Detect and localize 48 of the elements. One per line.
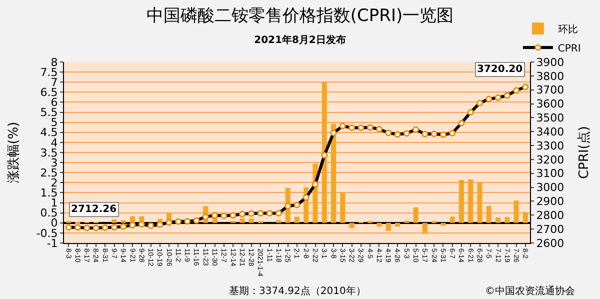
legend-label: CPRI bbox=[558, 43, 581, 54]
y2-tick-label: 2900 bbox=[536, 195, 564, 208]
y2-tick-label: 2800 bbox=[536, 209, 564, 222]
bar bbox=[276, 220, 282, 223]
chart-title: 中国磷酸二铵零售价格指数(CPRI)一览图 bbox=[146, 6, 454, 26]
y2-tick-label: 3200 bbox=[536, 153, 564, 166]
bar bbox=[514, 200, 519, 223]
y2-tick-label: 3100 bbox=[536, 167, 564, 180]
annotation: 2712.26 bbox=[71, 204, 117, 215]
bar bbox=[120, 220, 126, 223]
y2-tick-label: 3800 bbox=[536, 70, 564, 83]
bar bbox=[322, 82, 327, 223]
bar bbox=[340, 192, 346, 223]
y2-tick-label: 3500 bbox=[536, 112, 564, 125]
y2-tick-label: 2700 bbox=[536, 222, 564, 236]
y2-tick-label: 3000 bbox=[536, 181, 564, 194]
bar bbox=[240, 218, 245, 223]
bar bbox=[504, 217, 510, 223]
bar bbox=[468, 179, 474, 223]
y2-axis-title: CPRI(点) bbox=[576, 126, 592, 179]
bar bbox=[395, 222, 400, 227]
text: ©中国农资流通协会 bbox=[485, 285, 575, 297]
y2-tick-label: 3400 bbox=[536, 125, 564, 138]
bar bbox=[413, 207, 418, 223]
y-axis-title: 涨跌幅(%) bbox=[6, 122, 22, 184]
bar bbox=[450, 216, 455, 223]
bar bbox=[376, 222, 382, 227]
annotation: 3720.20 bbox=[477, 64, 523, 75]
bar bbox=[386, 222, 391, 231]
y2-tick-label: 3900 bbox=[536, 56, 564, 69]
y2-tick-label: 3300 bbox=[536, 139, 564, 152]
bar bbox=[248, 218, 254, 223]
bar bbox=[477, 182, 482, 223]
y2-tick-label: 3600 bbox=[536, 98, 564, 111]
legend-label: 环比 bbox=[558, 23, 578, 36]
bar bbox=[486, 206, 492, 223]
text: 基期：3374.92点（2010年） bbox=[229, 285, 366, 297]
bar bbox=[458, 180, 464, 223]
y2-tick-label: 2600 bbox=[536, 236, 564, 250]
chart-subtitle: 2021年8月2日发布 bbox=[254, 34, 346, 46]
bar bbox=[349, 222, 354, 228]
bar bbox=[112, 219, 117, 223]
bar bbox=[522, 212, 528, 223]
bar bbox=[331, 124, 336, 223]
y2-tick-label: 3700 bbox=[536, 84, 564, 97]
bar bbox=[422, 222, 428, 234]
bar bbox=[294, 216, 300, 223]
bar bbox=[496, 217, 501, 223]
